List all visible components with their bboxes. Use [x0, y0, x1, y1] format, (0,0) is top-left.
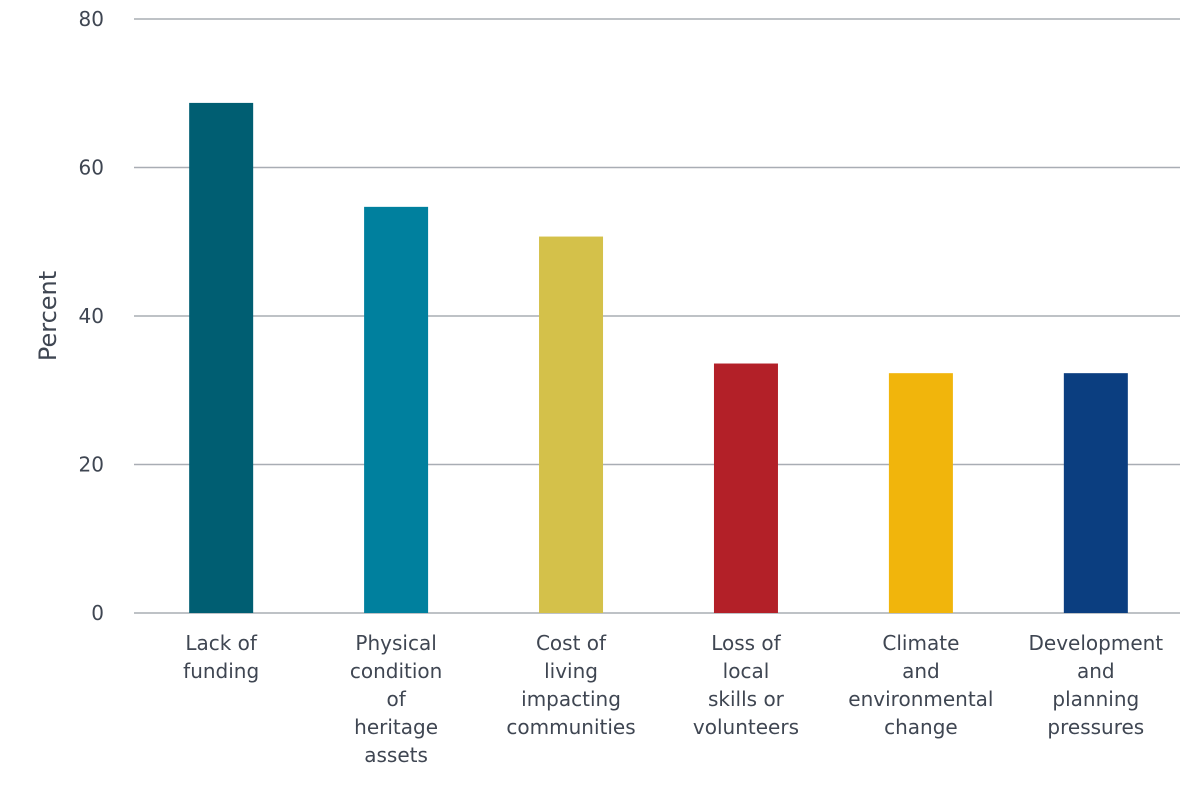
- bar: [713, 363, 778, 613]
- bar: [1063, 373, 1128, 613]
- y-tick-label: 0: [91, 601, 104, 625]
- x-category-label-line: and: [1077, 659, 1115, 683]
- gridlines: [134, 18, 1180, 614]
- bar: [539, 236, 604, 614]
- x-category-label: Climate and environmental change: [848, 631, 993, 739]
- x-category-label-line: communities: [506, 715, 635, 739]
- x-category-label-line: heritage: [354, 715, 438, 739]
- x-category-label-line: Development: [1029, 631, 1164, 655]
- bars: [189, 102, 1128, 614]
- x-category-label-line: pressures: [1047, 715, 1144, 739]
- x-category-label-line: funding: [183, 659, 259, 683]
- x-category-label-line: Loss of: [711, 631, 781, 655]
- x-category-label: Development and planning pressures: [1029, 631, 1164, 739]
- x-category-label: Loss of local skills or volunteers: [693, 631, 799, 739]
- x-category-label-line: local: [723, 659, 770, 683]
- x-category-label-line: impacting: [521, 687, 621, 711]
- x-category-label-line: Cost of: [536, 631, 607, 655]
- category-labels: Lack of funding Physical condition of heritag…: [183, 631, 1163, 767]
- x-category-label-line: Physical: [355, 631, 436, 655]
- y-tick-label: 80: [79, 7, 104, 31]
- y-tick-labels: 0 20 40 60 80: [79, 7, 104, 625]
- x-category-label-line: change: [884, 715, 958, 739]
- x-category-label-line: Climate: [882, 631, 959, 655]
- x-category-label-line: and: [902, 659, 940, 683]
- x-category-label-line: condition: [350, 659, 442, 683]
- x-category-label: Cost of living impacting communities: [506, 631, 635, 739]
- x-category-label: Physical condition of heritage assets: [350, 631, 442, 767]
- x-category-label-line: Lack of: [185, 631, 258, 655]
- y-axis-title: Percent: [34, 271, 62, 361]
- x-category-label-line: living: [544, 659, 598, 683]
- bar: [364, 206, 429, 614]
- y-tick-label: 60: [79, 156, 104, 180]
- y-tick-label: 40: [79, 304, 104, 328]
- y-tick-label: 20: [79, 453, 104, 477]
- x-category-label-line: skills or: [708, 687, 785, 711]
- x-category-label-line: planning: [1052, 687, 1139, 711]
- bar: [189, 102, 254, 613]
- x-category-label: Lack of funding: [183, 631, 259, 683]
- x-category-label-line: environmental: [848, 687, 993, 711]
- x-category-label-line: volunteers: [693, 715, 799, 739]
- x-category-label-line: of: [386, 687, 406, 711]
- x-category-label-line: assets: [364, 743, 428, 767]
- bar: [888, 373, 953, 613]
